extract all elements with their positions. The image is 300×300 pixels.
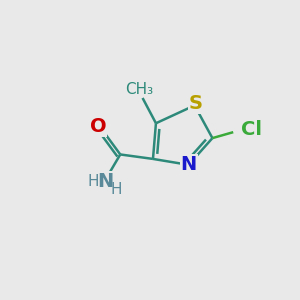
Text: H: H [87, 174, 99, 189]
Text: N: N [181, 155, 197, 174]
Text: Cl: Cl [241, 120, 262, 139]
Text: N: N [97, 172, 113, 191]
Text: S: S [189, 94, 203, 113]
Text: CH₃: CH₃ [125, 82, 154, 97]
Text: H: H [111, 182, 122, 197]
Text: O: O [90, 117, 106, 136]
